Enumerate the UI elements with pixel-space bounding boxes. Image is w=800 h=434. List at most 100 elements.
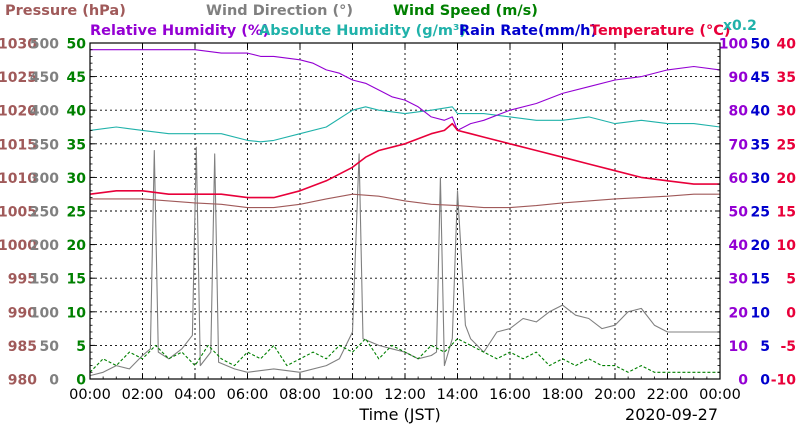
- x-tick-label: 00:00: [699, 387, 741, 403]
- y-tick-label-pressure: 1030: [0, 37, 37, 53]
- y-tick-label-rain-rate: 30: [751, 171, 771, 187]
- y-tick-label-wind-speed: 5: [76, 339, 86, 355]
- y-tick-label-temperature: 35: [777, 70, 796, 86]
- x-tick-label: 12:00: [384, 387, 426, 403]
- y-tick-label-temperature: 30: [777, 104, 797, 120]
- y-tick-label-humidity: 40: [729, 238, 749, 254]
- y-tick-label-wind-speed: 50: [67, 37, 87, 53]
- y-tick-label-temperature: 15: [777, 205, 796, 221]
- y-tick-label-rain-rate: 25: [751, 205, 770, 221]
- x-tick-label: 10:00: [332, 387, 374, 403]
- y-tick-label-rain-rate: 20: [751, 238, 771, 254]
- series-line-pressure: [90, 193, 720, 209]
- y-tick-label-temperature: 20: [777, 171, 797, 187]
- x-tick-label: 20:00: [594, 387, 636, 403]
- y-tick-label-rain-rate: 40: [751, 104, 771, 120]
- x-tick-label: 08:00: [279, 387, 321, 403]
- y-tick-label-temperature: 5: [786, 272, 796, 288]
- legend-item: Temperature (°C): [590, 23, 731, 39]
- plot-grid: [90, 43, 720, 379]
- y-tick-label-rain-rate: 35: [751, 137, 770, 153]
- y-tick-label-humidity: 70: [729, 137, 749, 153]
- y-tick-label-wind-speed: 40: [67, 104, 87, 120]
- x-axis-title: Time (JST): [358, 405, 440, 424]
- y-tick-label-rain-rate: 0: [760, 373, 770, 389]
- y-tick-label-humidity: 60: [729, 171, 749, 187]
- y-tick-label-wind-speed: 20: [67, 238, 87, 254]
- y-tick-label-humidity: 30: [729, 272, 749, 288]
- y-tick-label-temperature: 25: [777, 137, 796, 153]
- y-tick-label-rain-rate: 10: [751, 305, 771, 321]
- y-tick-label-wind-direction: 200: [30, 238, 59, 254]
- y-tick-label-pressure: 1020: [0, 104, 37, 120]
- y-tick-label-wind-speed: 15: [67, 272, 86, 288]
- y-tick-label-wind-direction: 400: [30, 104, 59, 120]
- y-tick-label-rain-rate: 50: [751, 37, 771, 53]
- y-tick-label-temperature: -5: [780, 339, 796, 355]
- x-tick-label: 14:00: [437, 387, 479, 403]
- y-tick-label-wind-direction: 450: [30, 70, 59, 86]
- series-line-wind-direction: [89, 146, 720, 377]
- y-tick-label-pressure: 990: [8, 305, 37, 321]
- legend-item: Pressure (hPa): [5, 3, 126, 19]
- y-tick-label-humidity: 20: [729, 305, 749, 321]
- y-tick-label-temperature: 40: [777, 37, 797, 53]
- series-line-wind-speed: [89, 338, 720, 373]
- y-tick-label-humidity: 100: [719, 37, 748, 53]
- y-tick-label-rain-rate: 45: [751, 70, 770, 86]
- x-tick-label: 16:00: [489, 387, 531, 403]
- y-tick-label-wind-direction: 350: [30, 137, 59, 153]
- y-tick-label-pressure: 1025: [0, 70, 37, 86]
- scale-note: x0.2: [723, 18, 757, 34]
- y-tick-label-humidity: 80: [729, 104, 749, 120]
- y-tick-label-temperature: -10: [771, 373, 797, 389]
- y-tick-label-humidity: 10: [729, 339, 749, 355]
- x-tick-label: 18:00: [542, 387, 584, 403]
- y-tick-label-pressure: 985: [8, 339, 37, 355]
- y-tick-label-wind-direction: 500: [30, 37, 59, 53]
- y-tick-label-pressure: 1015: [0, 137, 37, 153]
- x-tick-label: 02:00: [122, 387, 164, 403]
- legend: Pressure (hPa) Wind Direction (°) Wind Spe…: [5, 3, 731, 39]
- y-tick-label-pressure: 995: [8, 272, 37, 288]
- y-tick-label-wind-direction: 100: [30, 305, 59, 321]
- y-tick-label-wind-direction: 250: [30, 205, 59, 221]
- y-tick-label-wind-speed: 35: [67, 137, 86, 153]
- y-tick-label-humidity: 90: [729, 70, 749, 86]
- chart-date: 2020-09-27: [625, 405, 718, 424]
- y-tick-label-humidity: 50: [729, 205, 749, 221]
- y-tick-label-temperature: 0: [786, 305, 796, 321]
- x-tick-label: 22:00: [647, 387, 689, 403]
- series-line-humidity: [90, 49, 721, 131]
- y-tick-label-pressure: 1005: [0, 205, 37, 221]
- axis-labels: 1030102510201015101010051000995990985980…: [0, 37, 796, 404]
- y-tick-label-rain-rate: 5: [760, 339, 770, 355]
- x-tick-label: 06:00: [227, 387, 269, 403]
- x-tick-label: 00:00: [69, 387, 111, 403]
- x-tick-label: 04:00: [174, 387, 216, 403]
- y-tick-label-temperature: 10: [777, 238, 797, 254]
- y-tick-label-pressure: 1010: [0, 171, 37, 187]
- y-tick-label-pressure: 1000: [0, 238, 37, 254]
- legend-item: Wind Speed (m/s): [393, 3, 538, 19]
- y-tick-label-wind-direction: 150: [30, 272, 59, 288]
- series-line-temperature: [89, 122, 720, 199]
- y-tick-label-humidity: 0: [738, 373, 748, 389]
- legend-item: Rain Rate(mm/h): [459, 23, 597, 39]
- y-tick-label-pressure: 980: [8, 373, 37, 389]
- series-line-wind-speed: [89, 106, 721, 143]
- y-tick-label-wind-direction: 50: [40, 339, 60, 355]
- y-tick-label-wind-speed: 25: [67, 205, 86, 221]
- y-tick-label-wind-speed: 30: [67, 171, 87, 187]
- plot-frame: [89, 42, 721, 380]
- y-tick-label-wind-direction: 300: [30, 171, 59, 187]
- y-tick-label-rain-rate: 15: [751, 272, 770, 288]
- y-tick-label-wind-speed: 45: [67, 70, 86, 86]
- legend-item: Wind Direction (°): [206, 3, 353, 19]
- legend-item: Relative Humidity (%): [90, 23, 269, 39]
- y-tick-label-wind-speed: 10: [67, 305, 87, 321]
- y-tick-label-wind-speed: 0: [76, 373, 86, 389]
- legend-item: Absolute Humidity (g/m³): [259, 23, 466, 39]
